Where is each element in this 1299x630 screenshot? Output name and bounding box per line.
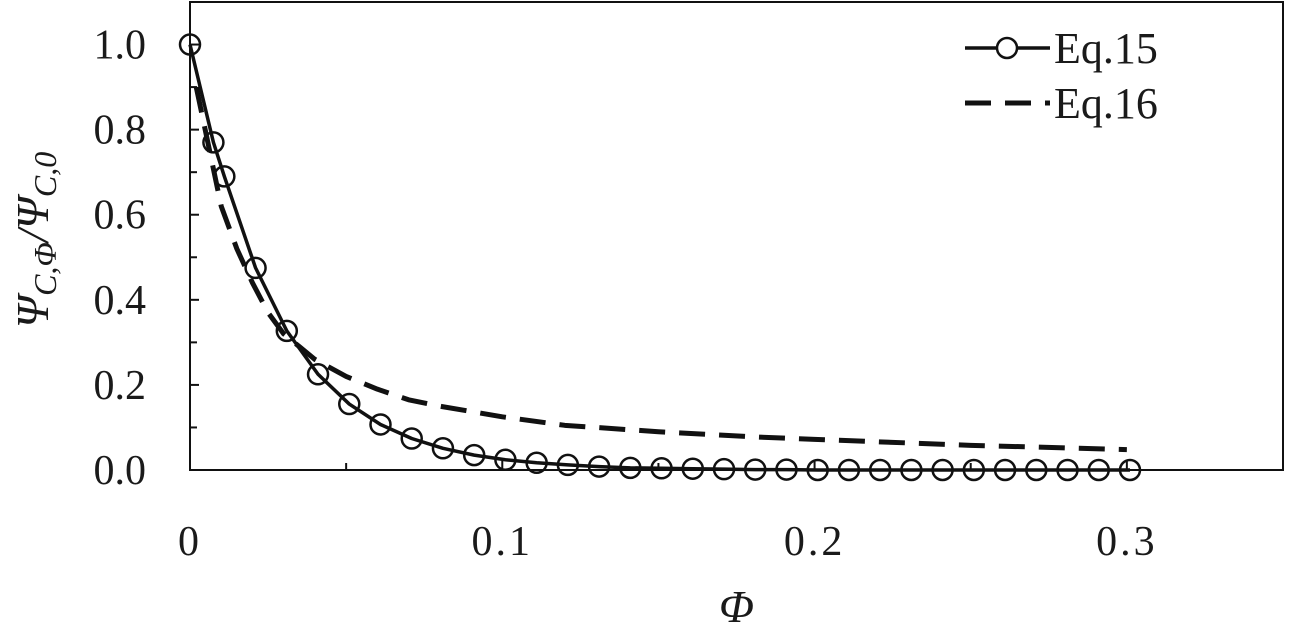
y-tick-label: 1.0 [94, 23, 147, 69]
y-label-slash: / [7, 225, 58, 245]
data-point-eq15 [681, 457, 705, 480]
data-point-eq15 [400, 427, 423, 450]
legend: Eq.15 Eq.16 [965, 24, 1158, 128]
data-point-eq15 [431, 437, 455, 460]
legend-marker-eq15 [995, 36, 1019, 60]
data-point-eq15 [743, 458, 767, 481]
data-point-eq15 [213, 165, 236, 188]
data-point-eq15 [525, 451, 548, 475]
data-point-eq15 [178, 33, 202, 56]
data-point-eq15 [306, 363, 330, 386]
data-point-eq15 [900, 458, 923, 482]
data-point-eq15 [587, 455, 611, 478]
x-tick-label: 0.1 [472, 519, 534, 565]
y-label-psi-numerator: Ψ [7, 292, 58, 328]
data-point-eq15 [1087, 458, 1111, 482]
series-line-eq15 [188, 44, 1130, 472]
data-point-eq15 [556, 453, 580, 477]
data-point-eq15 [806, 458, 829, 482]
y-axis-label: ΨC,Φ/ΨC,0 [7, 152, 63, 329]
data-point-eq15 [275, 319, 299, 343]
data-point-eq15 [837, 458, 861, 482]
x-tick-label: 0.2 [784, 519, 846, 565]
data-point-eq15 [202, 131, 225, 154]
y-label-sub-numerator: C,Φ [27, 242, 63, 296]
y-label-sub-denominator: C,0 [27, 152, 63, 197]
y-tick-label: 0.6 [94, 193, 147, 239]
data-point-eq15 [1118, 458, 1142, 482]
y-tick-label: 0.0 [94, 448, 147, 494]
x-tick-label: 0 [178, 519, 202, 565]
x-axis-label: Φ [719, 581, 754, 630]
data-point-eq15 [1056, 458, 1079, 482]
data-point-eq15 [494, 448, 517, 472]
data-point-eq15 [462, 443, 486, 467]
data-point-eq15 [244, 256, 267, 280]
legend-entry-eq16: Eq.16 [965, 79, 1158, 128]
data-point-eq15 [962, 458, 986, 482]
y-tick-label: 0.4 [94, 278, 147, 324]
y-label-psi-denominator: Ψ [7, 193, 58, 229]
data-point-eq15 [993, 458, 1017, 482]
legend-label-eq16: Eq.16 [1054, 79, 1158, 128]
data-point-eq15 [775, 458, 798, 481]
series-line-eq16 [193, 86, 1127, 453]
axis-ticks: 0 0.1 0.2 0.3 0.0 0.2 0.4 0.6 0.8 1.0 [94, 23, 1158, 565]
data-point-eq15 [1025, 458, 1048, 482]
data-point-eq15 [338, 392, 361, 416]
data-point-eq15 [931, 458, 954, 482]
y-tick-label: 0.8 [94, 108, 147, 154]
y-tick-label: 0.2 [94, 363, 147, 409]
data-point-eq15 [868, 458, 892, 482]
data-point-eq15 [369, 413, 392, 436]
data-point-eq15 [650, 457, 673, 480]
legend-label-eq15: Eq.15 [1054, 24, 1158, 73]
data-point-eq15 [619, 456, 642, 480]
x-tick-label: 0.3 [1096, 519, 1158, 565]
legend-entry-eq15: Eq.15 [965, 24, 1158, 73]
data-point-eq15 [712, 457, 736, 481]
series-layer [178, 33, 1142, 482]
